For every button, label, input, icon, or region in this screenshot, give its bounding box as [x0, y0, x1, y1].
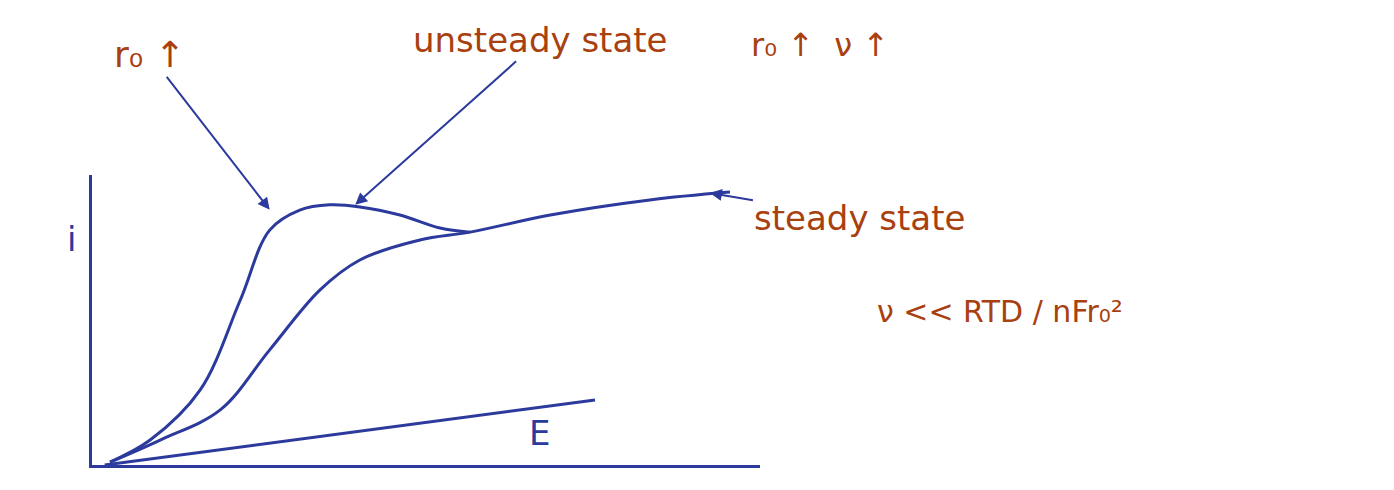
svg-text:unsteady state: unsteady state — [413, 20, 668, 60]
svg-text:r₀ ↑ ν ↑: r₀ ↑ ν ↑ — [751, 26, 889, 64]
svg-text:steady state: steady state — [754, 198, 965, 238]
svg-text:i: i — [67, 219, 76, 259]
svg-text:E: E — [529, 413, 550, 453]
svg-text:ν << RTD / nFr₀²: ν << RTD / nFr₀² — [877, 294, 1123, 329]
svg-text:r₀ ↑: r₀ ↑ — [114, 34, 185, 75]
